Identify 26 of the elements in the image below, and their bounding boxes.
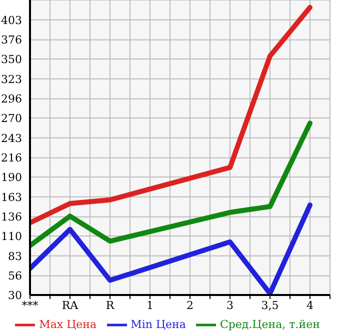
y-tick-label: 296 xyxy=(1,92,22,106)
y-tick-label: 376 xyxy=(1,34,22,47)
x-tick-label: 3,5 xyxy=(261,298,279,312)
x-tick-label: 4 xyxy=(306,298,314,312)
legend-label: Max Цена xyxy=(39,318,97,331)
y-tick-label: 270 xyxy=(1,112,22,125)
legend-label: Min Цена xyxy=(130,318,186,331)
x-tick-label: R xyxy=(106,298,115,312)
y-tick-label: 136 xyxy=(1,210,22,224)
y-tick-label: 323 xyxy=(1,72,22,86)
y-tick-label: 163 xyxy=(1,190,22,204)
y-tick-label: 83 xyxy=(8,250,22,263)
y-tick-label: 403 xyxy=(1,14,22,27)
x-tick-label: 3 xyxy=(226,298,234,312)
x-tick-label: 2 xyxy=(186,298,194,312)
legend-label: Сред.Цена, т.йен xyxy=(220,318,320,331)
y-tick-label: 56 xyxy=(8,270,22,283)
y-tick-label: 243 xyxy=(1,132,22,145)
y-tick-label: 110 xyxy=(1,230,22,243)
y-tick-label: 190 xyxy=(1,170,22,184)
x-tick-label: 1 xyxy=(146,298,154,312)
x-tick-label: *** xyxy=(22,298,39,312)
x-tick-label: RA xyxy=(62,298,80,312)
y-tick-label: 350 xyxy=(1,52,22,66)
y-tick-label: 216 xyxy=(1,152,22,165)
y-tick-label: 30 xyxy=(8,288,22,302)
